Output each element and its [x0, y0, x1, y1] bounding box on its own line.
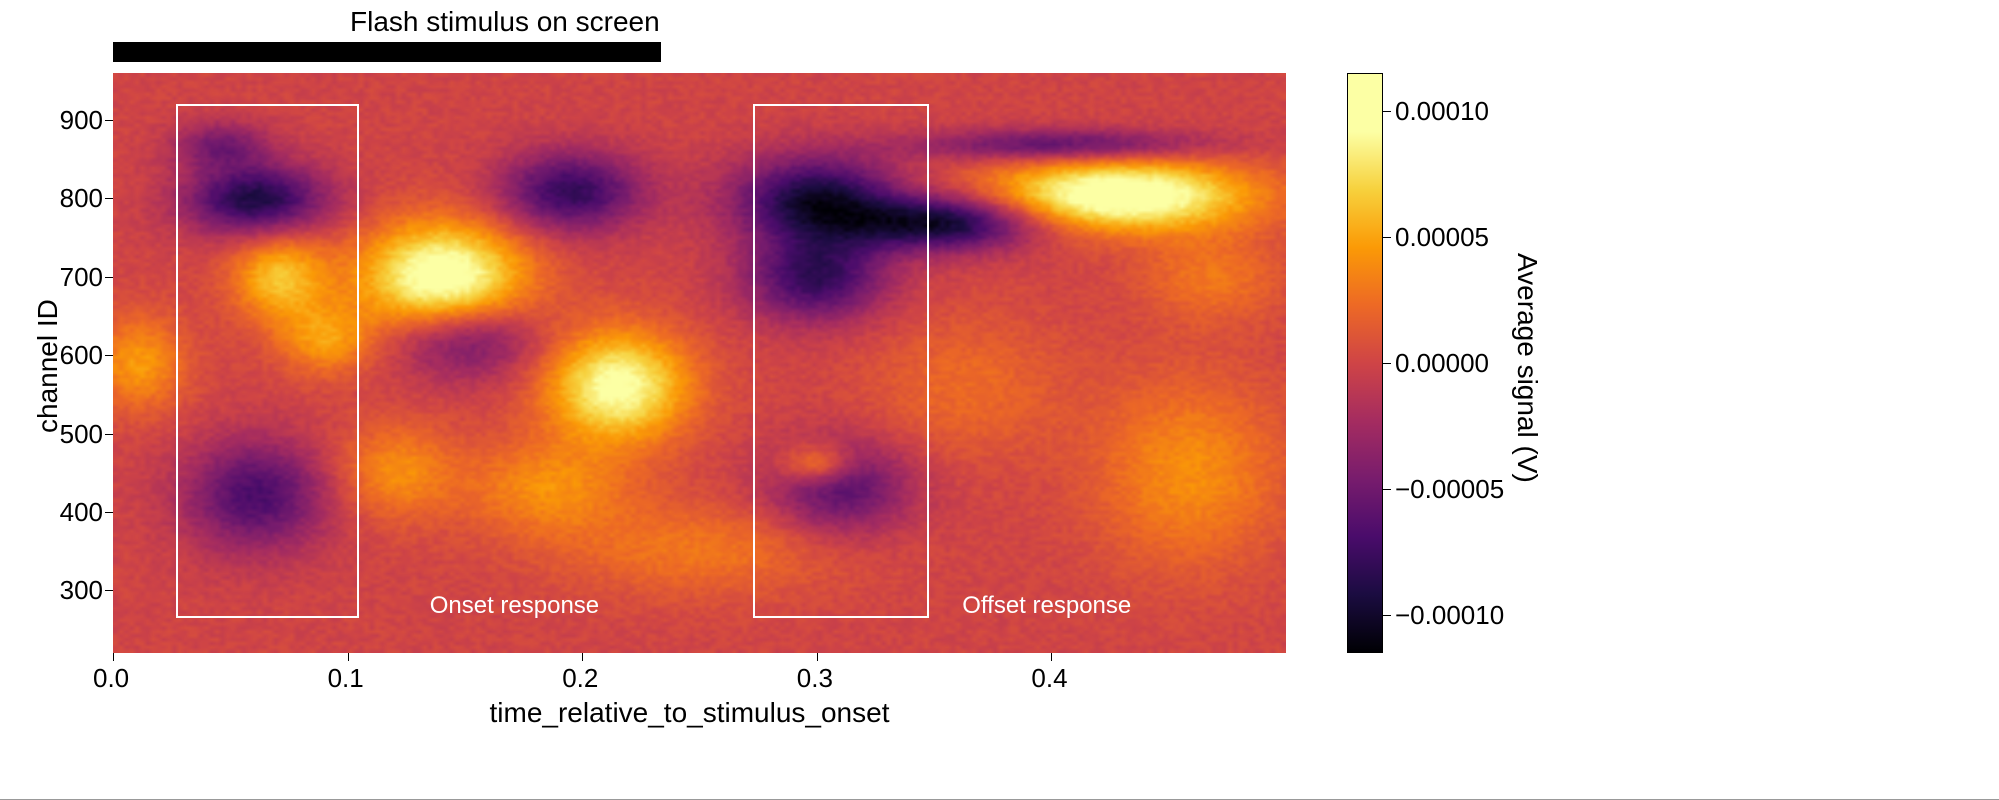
- y-tick: [105, 512, 113, 513]
- offset-label: Offset response: [962, 592, 1131, 620]
- cbar-tick-label: 0.00000: [1395, 348, 1489, 379]
- colorbar-label: Average signal (V): [1511, 253, 1543, 483]
- y-tick-label: 800: [53, 183, 103, 214]
- x-axis-label: time_relative_to_stimulus_onset: [490, 697, 890, 729]
- cbar-tick: [1383, 237, 1391, 238]
- x-tick: [1051, 653, 1052, 661]
- x-tick-label: 0.2: [562, 663, 598, 694]
- y-tick-label: 400: [53, 497, 103, 528]
- x-tick: [817, 653, 818, 661]
- stimulus-bar: [113, 42, 661, 62]
- colorbar: [1347, 73, 1383, 653]
- figure: Flash stimulus on screen Onset response …: [0, 0, 1999, 800]
- cbar-tick: [1383, 363, 1391, 364]
- y-tick: [105, 434, 113, 435]
- offset-box: [753, 104, 929, 617]
- y-tick-label: 700: [53, 262, 103, 293]
- cbar-tick-label: −0.00005: [1395, 474, 1504, 505]
- y-tick-label: 300: [53, 575, 103, 606]
- cbar-tick-label: −0.00010: [1395, 600, 1504, 631]
- y-tick: [105, 355, 113, 356]
- x-tick-label: 0.4: [1031, 663, 1067, 694]
- x-tick-label: 0.0: [93, 663, 129, 694]
- y-tick-label: 600: [53, 340, 103, 371]
- colorbar-gradient: [1348, 74, 1382, 652]
- onset-box: [176, 104, 359, 617]
- onset-label: Onset response: [430, 592, 599, 620]
- stimulus-label: Flash stimulus on screen: [350, 6, 660, 38]
- x-tick-label: 0.1: [328, 663, 364, 694]
- y-tick: [105, 590, 113, 591]
- y-tick-label: 500: [53, 419, 103, 450]
- y-tick: [105, 120, 113, 121]
- y-tick: [105, 198, 113, 199]
- cbar-tick: [1383, 111, 1391, 112]
- x-tick: [113, 653, 114, 661]
- cbar-tick-label: 0.00010: [1395, 96, 1489, 127]
- cbar-tick: [1383, 489, 1391, 490]
- x-tick: [582, 653, 583, 661]
- y-tick-label: 900: [53, 105, 103, 136]
- cbar-tick: [1383, 615, 1391, 616]
- heatmap-plot: Onset response Offset response: [113, 73, 1286, 653]
- cbar-tick-label: 0.00005: [1395, 222, 1489, 253]
- x-tick: [348, 653, 349, 661]
- x-tick-label: 0.3: [797, 663, 833, 694]
- y-tick: [105, 277, 113, 278]
